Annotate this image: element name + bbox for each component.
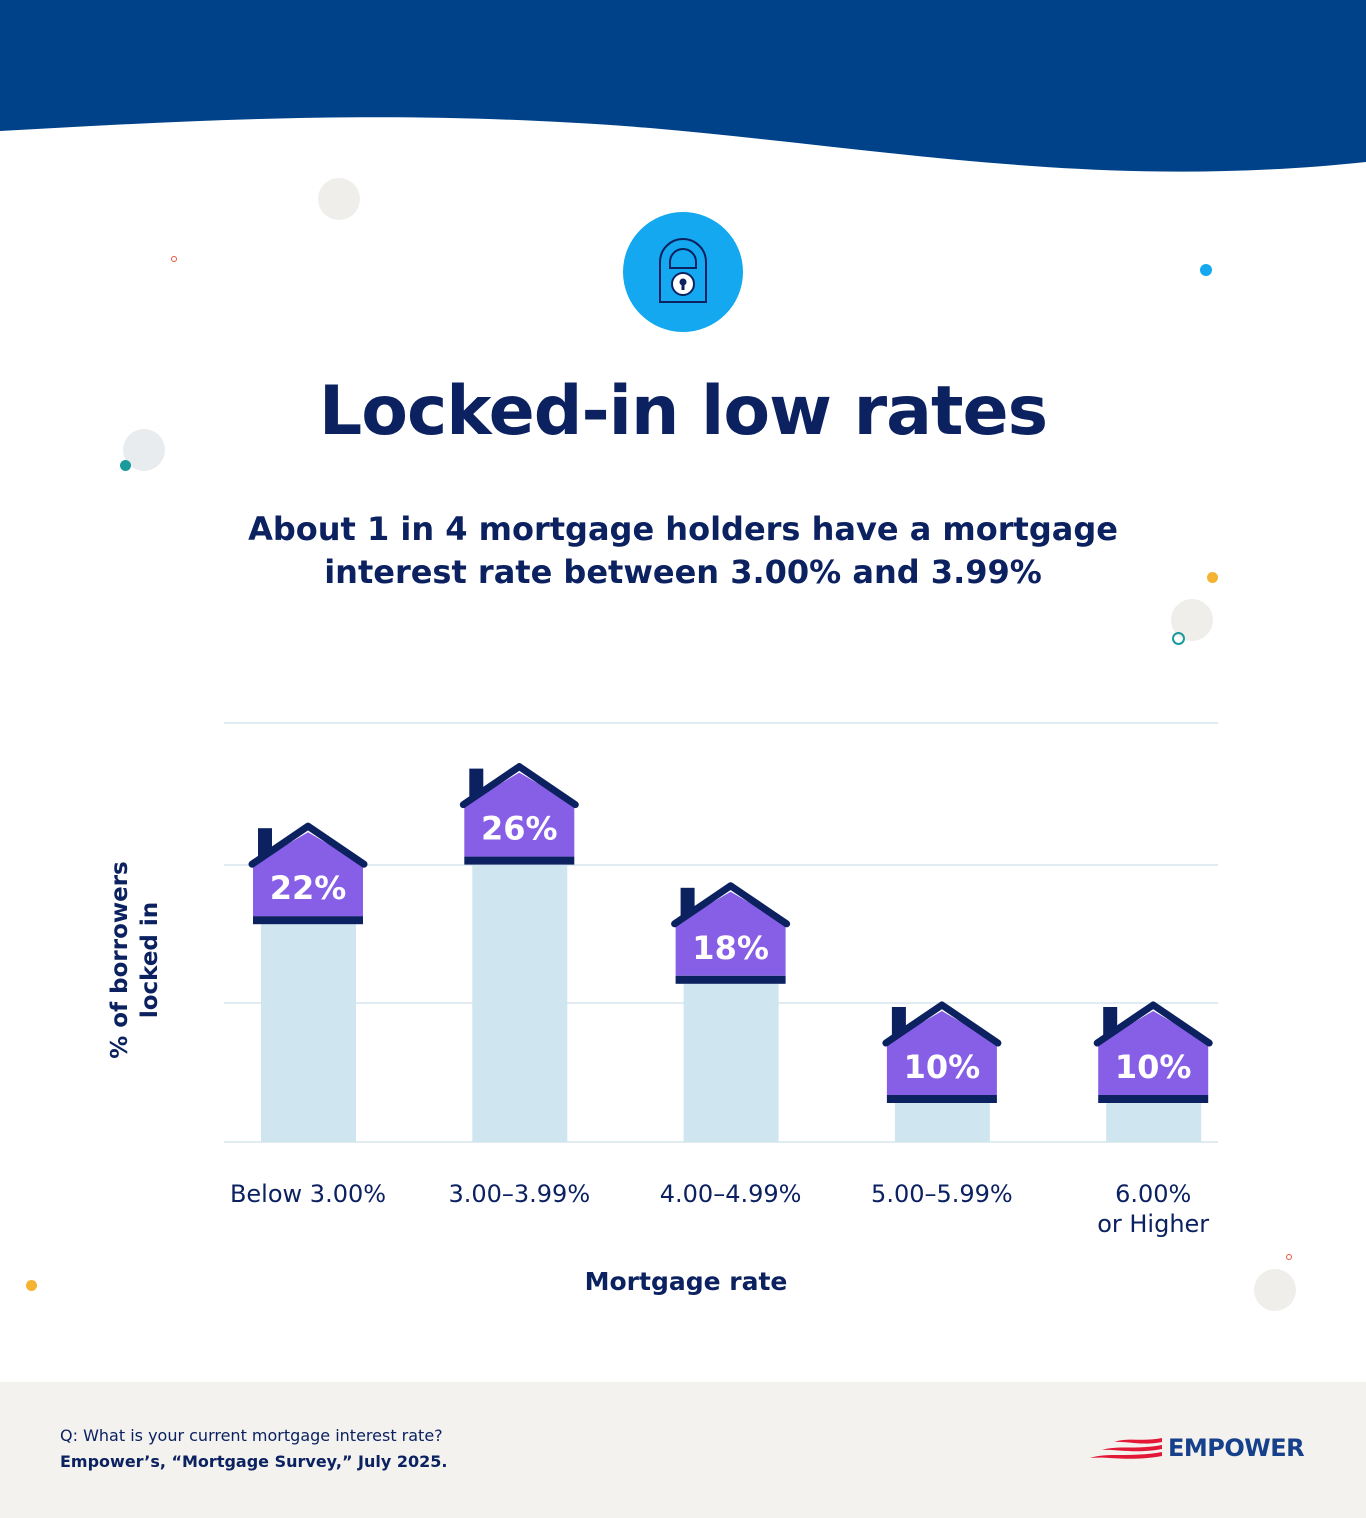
survey-question: Q: What is your current mortgage interes… [60,1426,443,1445]
decor-dot [26,1280,37,1291]
house-body [1098,1011,1209,1095]
bar-chart: 22% Below 3.00% 26% 3.00–3.99% 18% 4.00–4.99%… [224,722,1218,1238]
bar [894,1103,990,1142]
house-base [675,975,786,984]
bar [472,864,568,1142]
subtitle: About 1 in 4 mortgage holders have a mor… [248,510,1118,591]
lock-badge [623,212,743,332]
empower-logo: EMPOWER [1088,1434,1305,1462]
house-roof [248,822,368,868]
house-roof [671,882,791,928]
decor-ring [171,256,177,262]
bar [261,924,356,1142]
bar [683,983,779,1142]
source-citation: Empower’s, “Mortgage Survey,” July 2025. [60,1452,448,1471]
house-base [253,916,363,925]
flag-stripes-icon [1090,1438,1162,1459]
decor-dot [1200,264,1212,276]
x-tick-label: 4.00–4.99% [660,1180,802,1208]
x-axis-label: Mortgage rate [584,1267,788,1296]
x-tick-label: Below 3.00% [230,1180,386,1208]
house-base [1098,1095,1209,1103]
house-body [886,1011,997,1095]
decor-dot [120,460,131,471]
x-tick-label: 5.00–5.99% [871,1180,1013,1208]
footer: Q: What is your current mortgage interes… [0,1382,1366,1518]
header-wave [0,0,1366,172]
data-label: 22% [270,869,347,907]
decor-dot [1207,572,1218,583]
house-base [886,1095,997,1103]
data-label: 26% [481,810,558,848]
data-label: 10% [1115,1048,1192,1086]
house-body [675,891,786,976]
house-roof [459,763,579,809]
house-body [464,772,575,857]
decor-ring [1172,632,1185,645]
house-roof [1093,1001,1213,1047]
decor-circle [318,178,360,220]
data-label: 18% [692,929,769,967]
data-label: 10% [904,1048,981,1086]
page-title: Locked-in low rates [318,372,1048,451]
x-tick-label: 6.00% or Higher [1097,1180,1209,1238]
decor-circle [1254,1269,1296,1311]
lock-icon [659,238,707,303]
y-axis-label: % of borrowers locked in [107,861,163,1059]
house-roof [882,1001,1002,1047]
house-base [464,856,575,865]
decor-ring [1286,1254,1292,1260]
house-body [253,832,363,917]
bar [1106,1103,1202,1142]
x-tick-label: 3.00–3.99% [448,1180,590,1208]
